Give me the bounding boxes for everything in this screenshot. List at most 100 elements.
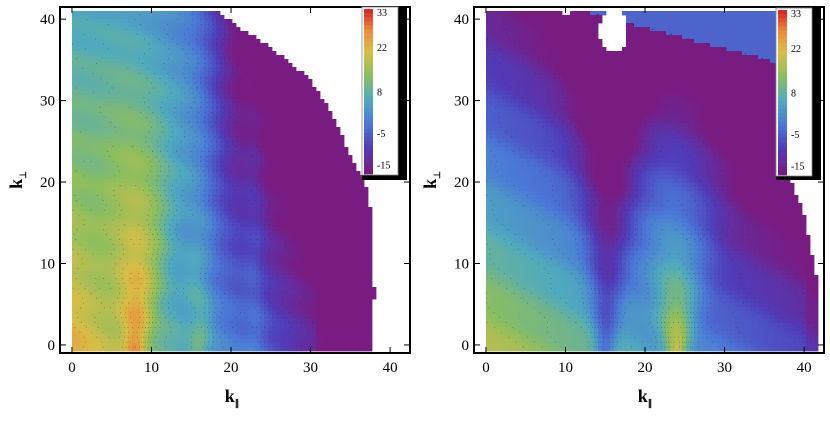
heat-cell <box>152 227 157 232</box>
heat-cell <box>80 31 85 36</box>
heat-cell <box>116 275 121 280</box>
heat-cell <box>216 263 221 268</box>
heat-cell <box>112 179 117 184</box>
heat-cell <box>212 135 217 140</box>
heat-cell <box>196 267 201 272</box>
heat-cell <box>296 199 301 204</box>
heat-cell <box>256 307 261 312</box>
heat-cell <box>116 87 121 92</box>
heat-cell <box>112 255 117 260</box>
heat-cell <box>312 203 317 208</box>
heat-cell <box>104 223 109 228</box>
heat-cell <box>168 123 173 128</box>
heat-cell <box>204 71 209 76</box>
heat-cell <box>236 179 241 184</box>
heat-cell <box>136 167 141 172</box>
heat-cell <box>184 115 189 120</box>
heat-cell <box>148 91 153 96</box>
heat-cell <box>172 211 177 216</box>
heat-cell <box>208 143 213 148</box>
heat-cell <box>104 55 109 60</box>
heat-cell <box>200 235 205 240</box>
heat-cell <box>108 15 113 20</box>
heat-cell <box>148 11 153 16</box>
heat-cell <box>108 163 113 168</box>
heat-cell <box>200 39 205 44</box>
heat-cell <box>160 215 165 220</box>
heat-cell <box>84 19 89 24</box>
heat-cell <box>104 327 109 332</box>
heat-cell <box>124 183 129 188</box>
heat-cell <box>104 307 109 312</box>
heat-cell <box>108 295 113 300</box>
heat-cell <box>232 259 237 264</box>
heat-cell <box>224 167 229 172</box>
heat-cell <box>196 15 201 20</box>
heat-cell <box>144 239 149 244</box>
heat-cell <box>284 91 289 96</box>
heat-cell <box>116 111 121 116</box>
heat-cell <box>124 243 129 248</box>
heat-cell <box>280 175 285 180</box>
heat-cell <box>128 23 133 28</box>
heat-cell <box>140 335 145 340</box>
heat-cell <box>212 255 217 260</box>
heat-cell <box>120 183 125 188</box>
heat-cell <box>216 323 221 328</box>
heat-cell <box>268 259 273 264</box>
heat-cell <box>212 263 217 268</box>
heat-cell <box>80 271 85 276</box>
heat-cell <box>148 171 153 176</box>
heat-cell <box>280 199 285 204</box>
heat-cell <box>240 59 245 64</box>
heat-cell <box>180 283 185 288</box>
heat-cell <box>176 275 181 280</box>
heat-cell <box>140 287 145 292</box>
heat-cell <box>236 135 241 140</box>
heat-cell <box>264 151 269 156</box>
heat-cell <box>140 195 145 200</box>
heat-cell <box>128 343 133 348</box>
heat-cell <box>208 251 213 256</box>
heat-cell <box>304 163 309 168</box>
heat-cell <box>240 303 245 308</box>
heat-cell <box>252 303 257 308</box>
heat-cell <box>92 55 97 60</box>
heat-cell <box>288 243 293 248</box>
heat-cell <box>148 275 153 280</box>
heat-cell <box>200 135 205 140</box>
heat-cell <box>108 327 113 332</box>
heat-cell <box>128 295 133 300</box>
heat-cell <box>172 43 177 48</box>
heat-cell <box>300 307 305 312</box>
heat-cell <box>180 207 185 212</box>
heat-cell <box>300 255 305 260</box>
heat-cell <box>192 259 197 264</box>
heat-cell <box>228 311 233 316</box>
heat-cell <box>212 211 217 216</box>
heat-cell <box>288 175 293 180</box>
heat-cell <box>100 263 105 268</box>
heat-cell <box>80 87 85 92</box>
heat-cell <box>280 59 285 64</box>
heat-cell <box>184 215 189 220</box>
heat-cell <box>248 143 253 148</box>
heat-cell <box>156 207 161 212</box>
heat-cell <box>84 339 89 344</box>
heat-cell <box>112 227 117 232</box>
heat-cell <box>164 59 169 64</box>
heat-cell <box>152 155 157 160</box>
heat-cell <box>116 271 121 276</box>
heat-cell <box>268 211 273 216</box>
heat-cell <box>156 47 161 52</box>
heat-cell <box>140 11 145 16</box>
heat-cell <box>140 339 145 344</box>
heat-cell <box>124 159 129 164</box>
heat-cell <box>96 79 101 84</box>
heat-cell <box>172 187 177 192</box>
heat-cell <box>276 151 281 156</box>
heat-cell <box>152 111 157 116</box>
heat-cell <box>188 119 193 124</box>
heat-cell <box>216 275 221 280</box>
heat-cell <box>140 123 145 128</box>
